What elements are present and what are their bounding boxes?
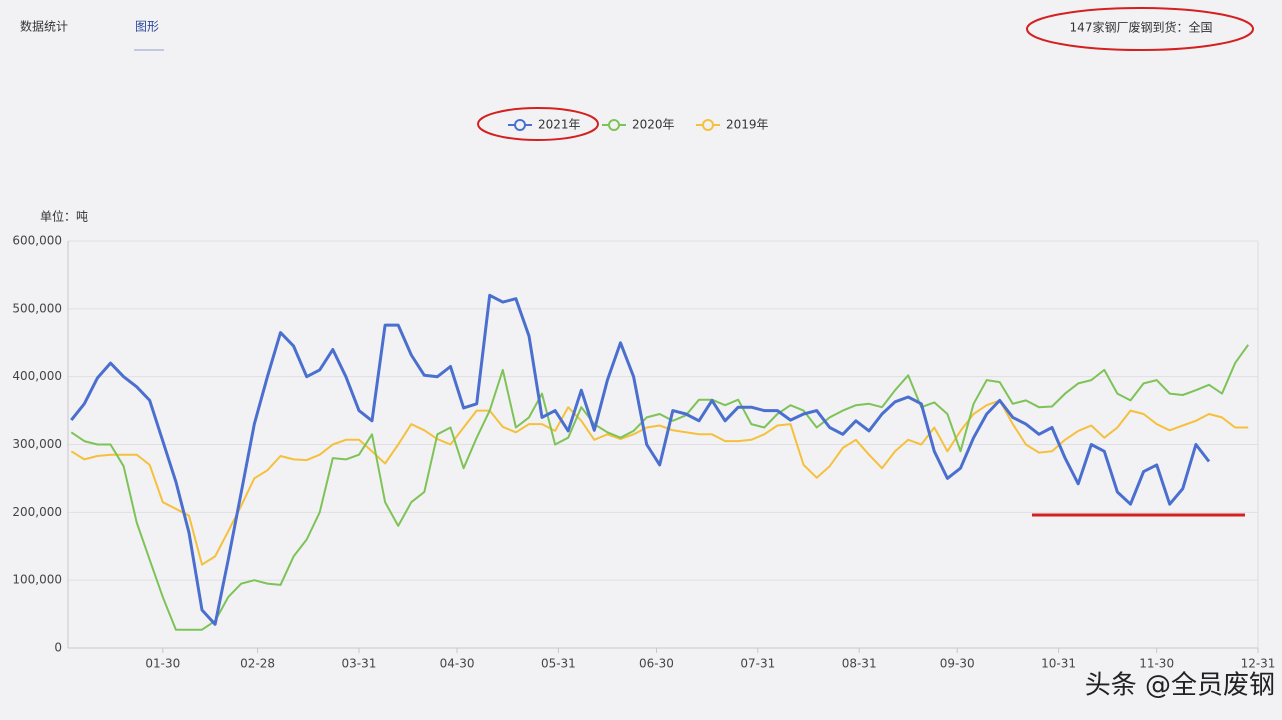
y-tick-label: 400,000 (12, 369, 62, 383)
x-tick-label: 12-31 (1241, 657, 1276, 671)
x-tick-label: 10-31 (1041, 657, 1076, 671)
x-tick-label: 07-31 (740, 657, 775, 671)
filter-label[interactable]: 147家钢厂废钢到货：全国 (1070, 20, 1213, 35)
legend-marker (608, 119, 620, 131)
x-tick-label: 01-30 (145, 657, 180, 671)
x-tick-label: 02-28 (240, 657, 275, 671)
legend-label[interactable]: 2021年 (538, 118, 581, 132)
legend-label[interactable]: 2019年 (726, 118, 769, 132)
x-tick-label: 03-31 (342, 657, 377, 671)
y-tick-label: 300,000 (12, 437, 62, 451)
legend-marker (514, 119, 526, 131)
series-line (70, 344, 1250, 631)
y-tick-label: 200,000 (12, 505, 62, 519)
unit-label: 单位：吨 (40, 209, 88, 224)
series-line (70, 293, 1211, 626)
y-tick-label: 600,000 (12, 234, 62, 248)
x-tick-label: 11-30 (1139, 657, 1174, 671)
tab[interactable]: 数据统计 (20, 19, 68, 34)
series-line (70, 399, 1249, 566)
x-tick-label: 05-31 (541, 657, 576, 671)
x-tick-label: 08-31 (842, 657, 877, 671)
y-tick-label: 500,000 (12, 301, 62, 315)
x-tick-label: 06-30 (639, 657, 674, 671)
annotation-ellipse (1026, 7, 1254, 51)
watermark: 头条 @全员废钢 (1085, 671, 1275, 701)
tab-active[interactable]: 图形 (135, 20, 159, 34)
annotation-ellipse (477, 107, 599, 141)
x-tick-label: 09-30 (940, 657, 975, 671)
legend-label[interactable]: 2020年 (632, 118, 675, 132)
x-tick-label: 04-30 (440, 657, 475, 671)
legend-marker (702, 119, 714, 131)
y-tick-label: 100,000 (12, 573, 62, 587)
y-tick-label: 0 (54, 641, 62, 655)
